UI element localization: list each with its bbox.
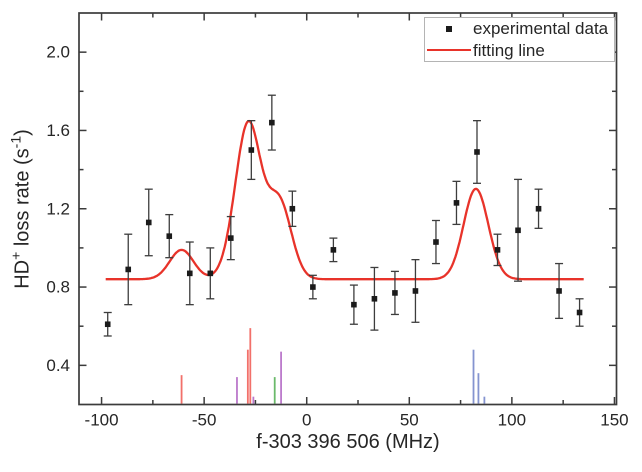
y-axis-label-text: HD bbox=[11, 259, 34, 289]
data-point bbox=[556, 288, 562, 294]
data-point bbox=[371, 295, 378, 302]
data-point bbox=[310, 284, 316, 290]
x-tick-label: 50 bbox=[400, 411, 419, 430]
line-marker-icon bbox=[427, 48, 471, 52]
data-point bbox=[433, 239, 439, 245]
x-tick-label: -100 bbox=[85, 411, 119, 430]
legend: experimental data fitting line bbox=[424, 17, 615, 62]
y-tick-label: 1.6 bbox=[46, 121, 70, 140]
data-point bbox=[330, 247, 337, 253]
data-point bbox=[145, 219, 152, 226]
x-tick-label: 100 bbox=[498, 411, 526, 430]
data-point bbox=[207, 270, 214, 277]
legend-item-label: experimental data bbox=[473, 19, 609, 39]
data-point bbox=[412, 288, 419, 294]
y-axis-label-text: ) bbox=[11, 129, 34, 136]
data-point bbox=[453, 200, 460, 206]
x-axis-label: f-303 396 506 (MHz) bbox=[256, 431, 440, 453]
data-point bbox=[515, 227, 521, 234]
data-point bbox=[535, 205, 542, 212]
legend-marker-cell bbox=[425, 25, 473, 32]
data-point bbox=[289, 205, 296, 212]
y-axis-label-sup: + bbox=[7, 251, 24, 260]
data-point bbox=[186, 270, 193, 277]
data-point bbox=[125, 266, 132, 273]
data-point bbox=[474, 149, 480, 155]
y-axis-label-text: loss rate (s bbox=[11, 148, 34, 252]
data-point bbox=[576, 309, 583, 316]
data-point bbox=[104, 321, 111, 328]
data-point bbox=[351, 301, 357, 308]
data-point bbox=[269, 119, 275, 126]
fit-line bbox=[105, 119, 584, 281]
legend-item-label: fitting line bbox=[473, 40, 545, 60]
x-tick-label: -50 bbox=[192, 411, 217, 430]
legend-item-fitting-line: fitting line bbox=[425, 40, 614, 61]
x-tick-label: 150 bbox=[600, 411, 628, 430]
data-point bbox=[166, 233, 173, 239]
data-point bbox=[494, 247, 501, 253]
y-tick-label: 0.8 bbox=[46, 278, 70, 297]
y-tick-label: 1.2 bbox=[46, 199, 70, 218]
y-axis-label-sup: -1 bbox=[7, 135, 24, 149]
data-point bbox=[392, 290, 398, 296]
x-tick-label: 0 bbox=[302, 411, 311, 430]
legend-marker-cell bbox=[425, 48, 473, 52]
legend-item-experimental-data: experimental data bbox=[425, 18, 614, 39]
y-tick-label: 2.0 bbox=[46, 43, 70, 62]
y-tick-label: 0.4 bbox=[46, 356, 70, 375]
data-point bbox=[248, 147, 255, 153]
y-axis-label: HD+ loss rate (s-1) bbox=[8, 129, 35, 289]
data-point bbox=[228, 235, 234, 241]
square-marker-icon bbox=[446, 25, 452, 32]
